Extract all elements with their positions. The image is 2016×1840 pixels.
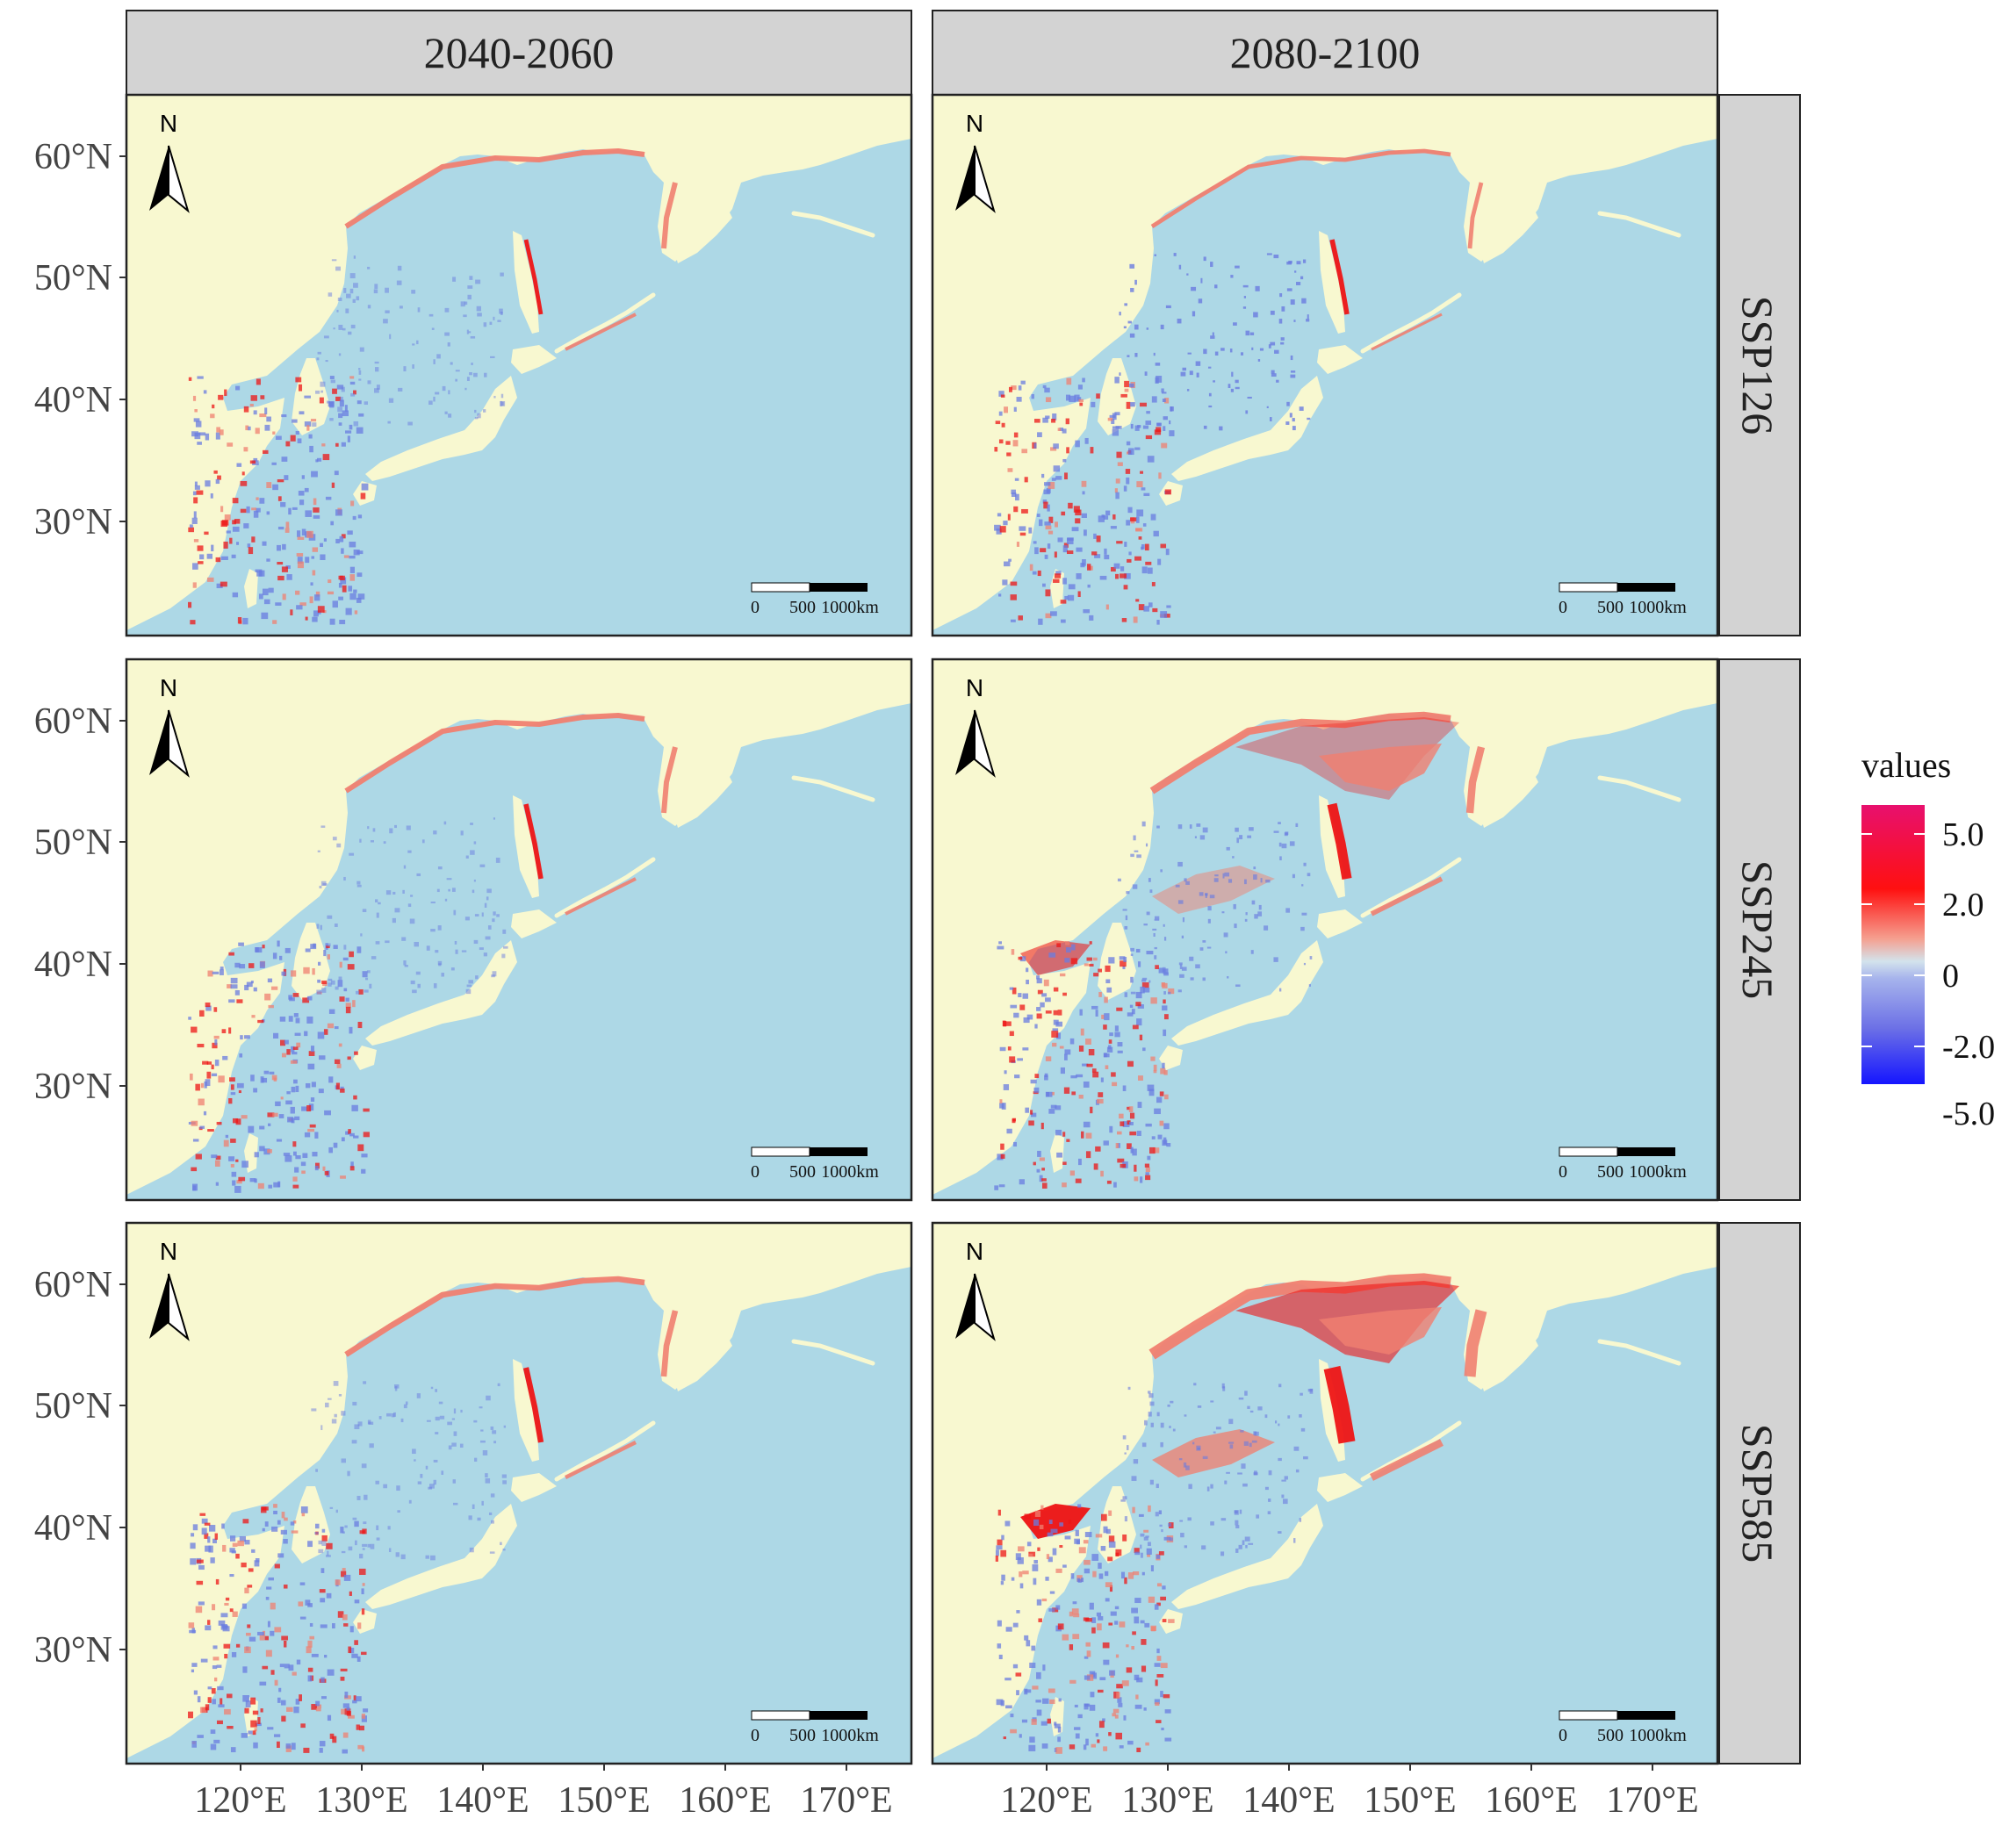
scale-bar: 0 500 1000km	[1559, 1146, 1687, 1182]
map-panel-SSP126-2040-2060: N 0 500 1000km	[125, 93, 913, 637]
x-tick-label: 150°E	[1364, 1780, 1456, 1821]
legend-title: values	[1861, 745, 1951, 785]
column-strip-2080-2100: 2080-2100	[932, 10, 1718, 96]
scale-label-1000km: 1000km	[821, 598, 879, 617]
change-overlay	[188, 148, 678, 625]
scale-label-500: 500	[789, 1726, 816, 1745]
legend-colorbar	[1861, 805, 1925, 1084]
scale-label-500: 500	[1597, 1726, 1624, 1745]
map-panel-SSP245-2080-2100: N 0 500 1000km	[931, 658, 1719, 1202]
x-tick-label: 130°E	[315, 1780, 407, 1821]
scale-bar: 0 500 1000km	[751, 1146, 879, 1182]
y-tick-label: 30°N	[34, 1067, 112, 1107]
row-strip-SSP585: SSP585	[1718, 1222, 1801, 1765]
legend-label: 2.0	[1942, 887, 1984, 924]
legend-label: 5.0	[1942, 816, 1984, 853]
panel-border	[931, 658, 1719, 1202]
north-arrow-label: N	[966, 1238, 983, 1265]
x-tick-label: 130°E	[1121, 1780, 1213, 1821]
x-tick-label: 160°E	[679, 1780, 771, 1821]
y-tick-label: 30°N	[34, 502, 112, 543]
column-label: 2040-2060	[424, 28, 615, 77]
scale-bar: 0 500 1000km	[751, 582, 879, 617]
scale-bar: 0 500 1000km	[1559, 1710, 1687, 1745]
y-tick-label: 60°N	[34, 137, 112, 177]
row-strip-SSP245: SSP245	[1718, 658, 1801, 1201]
scale-label-1000km: 1000km	[1629, 1726, 1687, 1745]
panel-border	[931, 1221, 1719, 1765]
north-arrow: N	[955, 674, 996, 778]
x-tick-label: 140°E	[436, 1780, 529, 1821]
x-tick-label: 120°E	[1000, 1780, 1092, 1821]
north-arrow-label: N	[160, 674, 177, 701]
map-panel-SSP585-2080-2100: N 0 500 1000km	[931, 1221, 1719, 1765]
y-tick-label: 50°N	[34, 823, 112, 863]
scale-label-1000km: 1000km	[1629, 1162, 1687, 1182]
legend: values 5.0 2.0 0 -2.0 -5.0	[1861, 745, 1995, 1132]
change-overlay	[188, 1276, 679, 1754]
north-arrow: N	[149, 1238, 190, 1341]
y-tick-label: 40°N	[34, 945, 112, 985]
scale-bar: 0 500 1000km	[751, 1710, 879, 1745]
legend-label: -2.0	[1942, 1029, 1995, 1066]
row-label: SSP245	[1733, 860, 1782, 999]
column-label: 2080-2100	[1230, 28, 1421, 77]
scale-label-500: 500	[789, 1162, 816, 1182]
panel-border	[125, 658, 913, 1202]
scale-label-1000km: 1000km	[1629, 598, 1687, 617]
y-tick-label: 60°N	[34, 1265, 112, 1305]
map-panel-SSP126-2080-2100: N 0 500 1000km	[931, 93, 1719, 637]
row-label: SSP126	[1733, 296, 1782, 435]
scale-label-1000km: 1000km	[821, 1162, 879, 1182]
scale-label-0: 0	[751, 598, 760, 617]
y-tick-label: 40°N	[34, 1508, 112, 1549]
north-arrow: N	[149, 674, 190, 778]
legend-label: -5.0	[1942, 1096, 1995, 1132]
x-tick-label: 140°E	[1242, 1780, 1335, 1821]
row-label: SSP585	[1733, 1424, 1782, 1563]
x-tick-label: 170°E	[800, 1780, 892, 1821]
scale-label-500: 500	[789, 598, 816, 617]
legend-label: 0	[1942, 958, 1959, 995]
north-arrow: N	[955, 1238, 996, 1341]
change-overlay	[994, 711, 1486, 1190]
north-arrow-label: N	[966, 674, 983, 701]
panel-border	[125, 1221, 913, 1765]
scale-label-0: 0	[751, 1162, 760, 1182]
panel-border	[125, 93, 913, 637]
scale-bar: 0 500 1000km	[1559, 582, 1687, 617]
map-panel-SSP585-2040-2060: N 0 500 1000km	[125, 1221, 913, 1765]
y-tick-label: 50°N	[34, 258, 112, 298]
north-arrow: N	[955, 110, 996, 213]
x-tick-label: 170°E	[1606, 1780, 1698, 1821]
scale-label-0: 0	[751, 1726, 760, 1745]
north-arrow-label: N	[160, 1238, 177, 1265]
scale-label-500: 500	[1597, 1162, 1624, 1182]
scale-label-0: 0	[1559, 1726, 1567, 1745]
y-tick-label: 50°N	[34, 1386, 112, 1427]
y-tick-label: 40°N	[34, 380, 112, 420]
change-overlay	[994, 148, 1484, 625]
x-tick-label: 150°E	[558, 1780, 650, 1821]
x-tick-label: 160°E	[1485, 1780, 1577, 1821]
scale-label-1000km: 1000km	[821, 1726, 879, 1745]
change-overlay	[188, 713, 678, 1193]
north-arrow-label: N	[160, 110, 177, 137]
x-tick-label: 120°E	[194, 1780, 286, 1821]
row-strip-SSP126: SSP126	[1718, 94, 1801, 636]
scale-label-0: 0	[1559, 598, 1567, 617]
scale-label-0: 0	[1559, 1162, 1567, 1182]
column-strip-2040-2060: 2040-2060	[126, 10, 912, 96]
y-tick-label: 30°N	[34, 1630, 112, 1671]
scale-label-500: 500	[1597, 598, 1624, 617]
north-arrow: N	[149, 110, 190, 213]
north-arrow-label: N	[966, 110, 983, 137]
panel-border	[931, 93, 1719, 637]
map-panel-SSP245-2040-2060: N 0 500 1000km	[125, 658, 913, 1202]
change-overlay	[995, 1273, 1487, 1754]
y-tick-label: 60°N	[34, 701, 112, 742]
